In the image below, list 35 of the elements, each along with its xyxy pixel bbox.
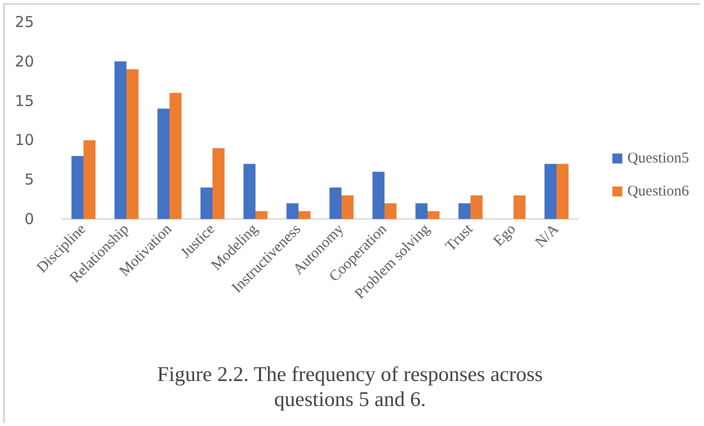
legend-label: Question6 xyxy=(627,184,690,200)
bar xyxy=(470,195,483,219)
bar xyxy=(372,172,384,219)
bar xyxy=(212,148,225,219)
x-tick-label: N/A xyxy=(532,221,562,251)
bar xyxy=(71,156,84,219)
caption: Figure 2.2. The frequency of responses across questions 5 and 6. xyxy=(156,362,544,412)
bar xyxy=(384,203,397,219)
bar xyxy=(329,187,342,219)
bar xyxy=(298,211,311,219)
bar xyxy=(286,203,298,219)
bar xyxy=(170,92,182,219)
legend-label: Question5 xyxy=(627,150,690,166)
bar xyxy=(243,164,256,219)
bar xyxy=(544,164,556,219)
y-tick-label: 10 xyxy=(14,131,34,150)
bar xyxy=(126,69,139,219)
bar xyxy=(415,203,428,219)
bar xyxy=(428,211,440,219)
bar xyxy=(200,187,212,219)
x-tick-label: Trust xyxy=(442,220,477,255)
y-tick-label: 20 xyxy=(14,52,34,70)
x-tick-label: Ego xyxy=(490,221,520,250)
y-tick-label: 25 xyxy=(14,13,34,31)
bar xyxy=(342,195,354,219)
y-tick-label: 15 xyxy=(14,92,34,110)
bar xyxy=(458,203,470,219)
y-tick-label: 0 xyxy=(24,210,34,228)
y-tick-label: 5 xyxy=(24,170,34,189)
bar xyxy=(556,164,569,219)
bar xyxy=(157,108,170,219)
bar xyxy=(256,211,268,219)
bar xyxy=(514,195,526,219)
bar xyxy=(84,140,96,219)
bar xyxy=(114,61,126,219)
